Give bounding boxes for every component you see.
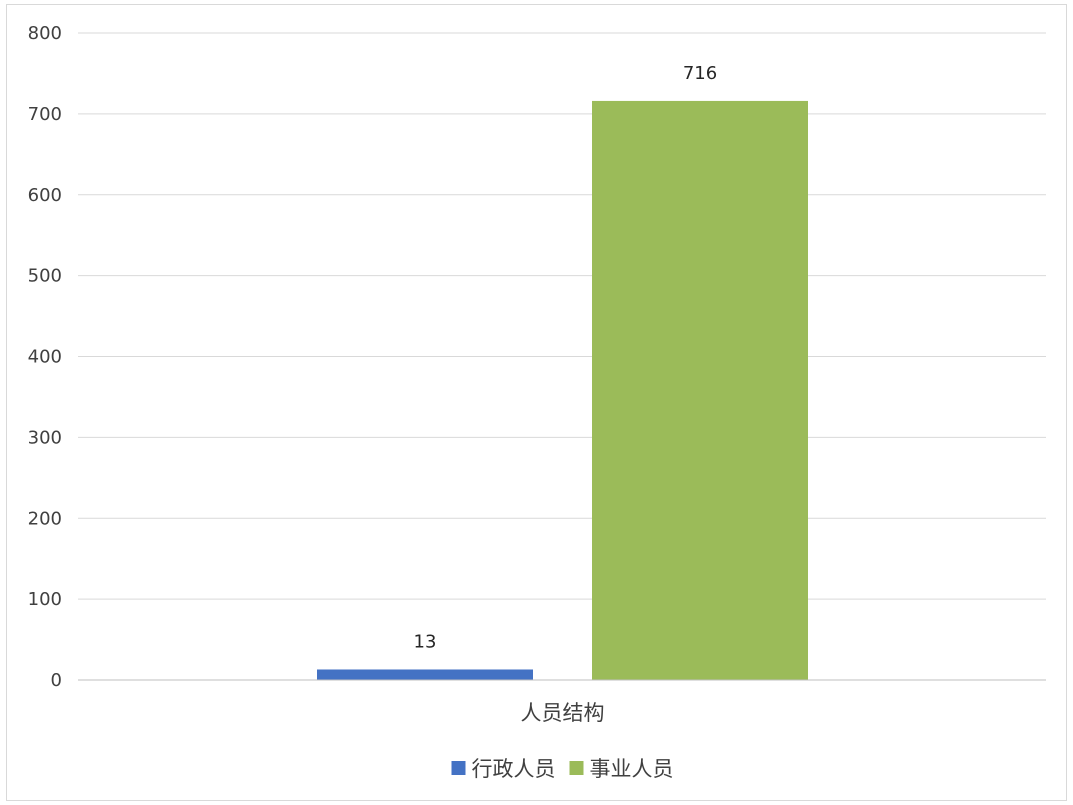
data-label-2: 716 <box>683 63 717 84</box>
data-label-1: 13 <box>414 631 437 652</box>
chart-frame <box>6 4 1067 801</box>
legend-label: 行政人员 <box>472 757 556 781</box>
data-labels: 13 716 <box>414 63 718 653</box>
legend-swatch <box>451 761 466 775</box>
y-tick-label-700: 700 <box>28 104 62 125</box>
gridlines <box>78 32 1046 600</box>
y-tick-label-800: 800 <box>28 23 62 44</box>
legend-item-2: 事业人员 <box>569 757 674 781</box>
y-tick-label-600: 600 <box>28 185 62 206</box>
legend-item-1: 行政人员 <box>451 757 556 781</box>
y-tick-label-400: 400 <box>28 347 62 368</box>
legend-swatch <box>569 761 584 775</box>
x-category-label: 人员结构 <box>521 701 605 725</box>
legend-label: 事业人员 <box>590 757 674 781</box>
y-tick-label-0: 0 <box>51 670 62 691</box>
x-axis: 人员结构 <box>78 679 1046 725</box>
bar-2 <box>592 100 808 680</box>
legend: 行政人员 事业人员 <box>451 757 674 781</box>
y-tick-label-500: 500 <box>28 266 62 287</box>
y-tick-label-200: 200 <box>28 508 62 529</box>
bars <box>317 100 808 680</box>
y-tick-label-100: 100 <box>28 589 62 610</box>
y-tick-label-300: 300 <box>28 427 62 448</box>
y-axis-tick-labels: 0 100 200 300 400 500 600 700 800 <box>28 23 62 691</box>
bar-1 <box>317 669 533 680</box>
